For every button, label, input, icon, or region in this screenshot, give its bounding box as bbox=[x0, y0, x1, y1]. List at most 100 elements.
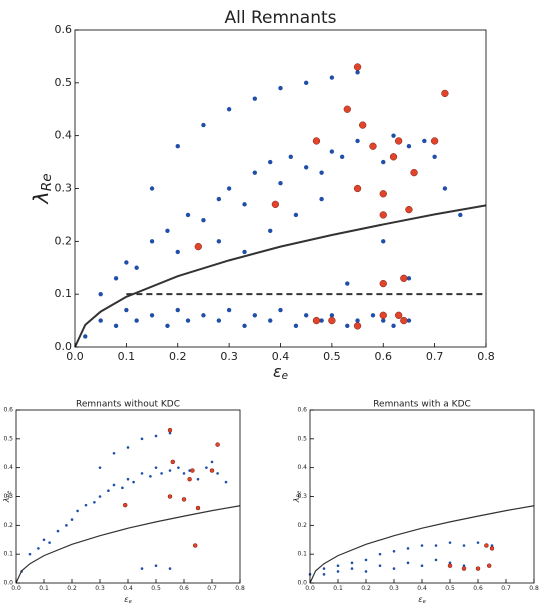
point bbox=[381, 318, 386, 323]
point bbox=[177, 466, 180, 469]
y-axis-label-main: λ bbox=[292, 498, 301, 504]
point bbox=[381, 159, 386, 165]
x-axis-label-sub: e bbox=[129, 599, 132, 605]
y-tick-label: 0.0 bbox=[3, 580, 13, 587]
point bbox=[462, 544, 466, 547]
point bbox=[226, 186, 232, 191]
point bbox=[434, 544, 438, 547]
point bbox=[339, 154, 345, 159]
chart-title: Remnants without KDC bbox=[76, 400, 180, 410]
y-tick-label: 0.3 bbox=[297, 493, 307, 500]
x-tick-label: 0.5 bbox=[151, 585, 161, 592]
point bbox=[406, 276, 412, 281]
point bbox=[140, 472, 144, 475]
point bbox=[252, 170, 258, 175]
point bbox=[329, 149, 335, 154]
point bbox=[210, 460, 214, 464]
highlight-point bbox=[447, 563, 453, 568]
point bbox=[336, 570, 340, 573]
point bbox=[370, 313, 376, 318]
highlight-point bbox=[441, 89, 449, 98]
point bbox=[364, 570, 368, 573]
x-tick-label: 0.2 bbox=[169, 350, 187, 363]
y-tick-label: 0.5 bbox=[55, 76, 73, 89]
point bbox=[165, 228, 170, 233]
x-tick-label: 0.0 bbox=[11, 585, 21, 592]
point bbox=[98, 318, 103, 323]
point bbox=[182, 472, 186, 475]
x-tick-label: 0.4 bbox=[123, 585, 133, 592]
point bbox=[168, 469, 172, 472]
highlight-point bbox=[389, 153, 398, 161]
point bbox=[98, 466, 102, 469]
x-tick-label: 0.7 bbox=[207, 585, 217, 592]
point bbox=[345, 323, 350, 329]
y-axis-label-sub: Re bbox=[296, 491, 302, 498]
point bbox=[185, 318, 191, 323]
y-axis-label-sub: Re bbox=[6, 491, 12, 498]
point bbox=[83, 334, 88, 339]
chart-title: Remnants with a KDC bbox=[373, 400, 471, 410]
point bbox=[462, 564, 466, 567]
plot-frame bbox=[74, 29, 487, 348]
highlight-point bbox=[328, 316, 336, 325]
point bbox=[216, 472, 219, 475]
point bbox=[391, 133, 396, 138]
highlight-point bbox=[395, 311, 403, 319]
point bbox=[448, 561, 452, 565]
point bbox=[242, 249, 247, 255]
point bbox=[98, 291, 103, 297]
point bbox=[185, 212, 191, 218]
y-tick-label: 0.1 bbox=[297, 551, 307, 558]
point bbox=[345, 281, 350, 286]
y-axis-label: λRe bbox=[2, 491, 12, 504]
y-tick-label: 0.5 bbox=[297, 435, 307, 442]
point bbox=[378, 564, 382, 567]
highlight-point bbox=[312, 316, 321, 325]
y-tick-label: 0.3 bbox=[55, 182, 73, 195]
point bbox=[476, 541, 480, 544]
point bbox=[288, 154, 293, 159]
point bbox=[37, 547, 40, 550]
highlight-point bbox=[312, 137, 321, 145]
x-axis-label: εe bbox=[418, 595, 426, 605]
point bbox=[134, 318, 139, 323]
x-tick-label: 0.5 bbox=[445, 585, 455, 592]
highlight-point bbox=[369, 142, 377, 150]
plot-frame bbox=[15, 409, 241, 584]
point bbox=[381, 239, 386, 244]
point bbox=[149, 313, 155, 318]
point bbox=[140, 567, 144, 570]
point bbox=[149, 475, 152, 478]
point bbox=[434, 558, 438, 562]
y-tick-label: 0.6 bbox=[55, 23, 73, 36]
model-curve bbox=[309, 505, 535, 584]
point bbox=[406, 318, 412, 323]
point bbox=[406, 561, 410, 565]
highlight-point bbox=[209, 468, 215, 473]
point bbox=[303, 165, 309, 170]
point bbox=[165, 323, 170, 329]
highlight-point bbox=[400, 274, 408, 282]
point bbox=[84, 503, 88, 507]
x-axis-label-main: ε bbox=[273, 362, 282, 381]
point bbox=[319, 196, 324, 202]
x-tick-label: 0.3 bbox=[95, 585, 105, 592]
point bbox=[448, 541, 452, 544]
highlight-point bbox=[400, 316, 408, 325]
point bbox=[154, 434, 158, 438]
point bbox=[160, 472, 163, 475]
x-tick-label: 0.6 bbox=[375, 350, 393, 363]
point bbox=[168, 567, 172, 570]
highlight-point bbox=[405, 205, 413, 214]
y-axis-label: λRe bbox=[29, 173, 55, 204]
point bbox=[355, 138, 360, 144]
highlight-point bbox=[379, 279, 387, 288]
x-tick-label: 0.3 bbox=[389, 585, 399, 592]
point bbox=[175, 144, 180, 149]
point bbox=[278, 307, 283, 313]
point bbox=[268, 318, 273, 323]
point bbox=[216, 196, 222, 202]
point bbox=[28, 552, 32, 556]
